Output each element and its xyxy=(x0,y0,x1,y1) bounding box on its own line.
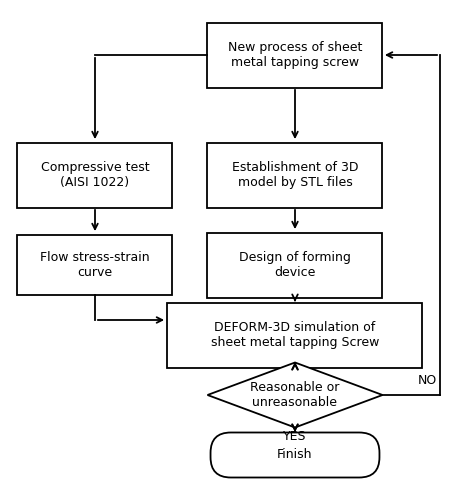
Text: DEFORM-3D simulation of
sheet metal tapping Screw: DEFORM-3D simulation of sheet metal tapp… xyxy=(211,321,379,349)
Text: NO: NO xyxy=(418,374,437,387)
Text: Flow stress-strain
curve: Flow stress-strain curve xyxy=(40,251,150,279)
Text: YES: YES xyxy=(283,430,307,443)
FancyBboxPatch shape xyxy=(167,302,422,368)
FancyBboxPatch shape xyxy=(208,232,383,298)
Text: Design of forming
device: Design of forming device xyxy=(239,251,351,279)
FancyBboxPatch shape xyxy=(208,23,383,87)
FancyBboxPatch shape xyxy=(210,432,380,478)
FancyBboxPatch shape xyxy=(18,142,173,208)
Text: Establishment of 3D
model by STL files: Establishment of 3D model by STL files xyxy=(232,161,358,189)
Polygon shape xyxy=(208,363,383,427)
Text: Compressive test
(AISI 1022): Compressive test (AISI 1022) xyxy=(41,161,149,189)
Text: Reasonable or
unreasonable: Reasonable or unreasonable xyxy=(250,381,340,409)
FancyBboxPatch shape xyxy=(208,142,383,208)
FancyBboxPatch shape xyxy=(18,235,173,295)
Text: New process of sheet
metal tapping screw: New process of sheet metal tapping screw xyxy=(228,41,362,69)
Text: Finish: Finish xyxy=(277,449,313,461)
